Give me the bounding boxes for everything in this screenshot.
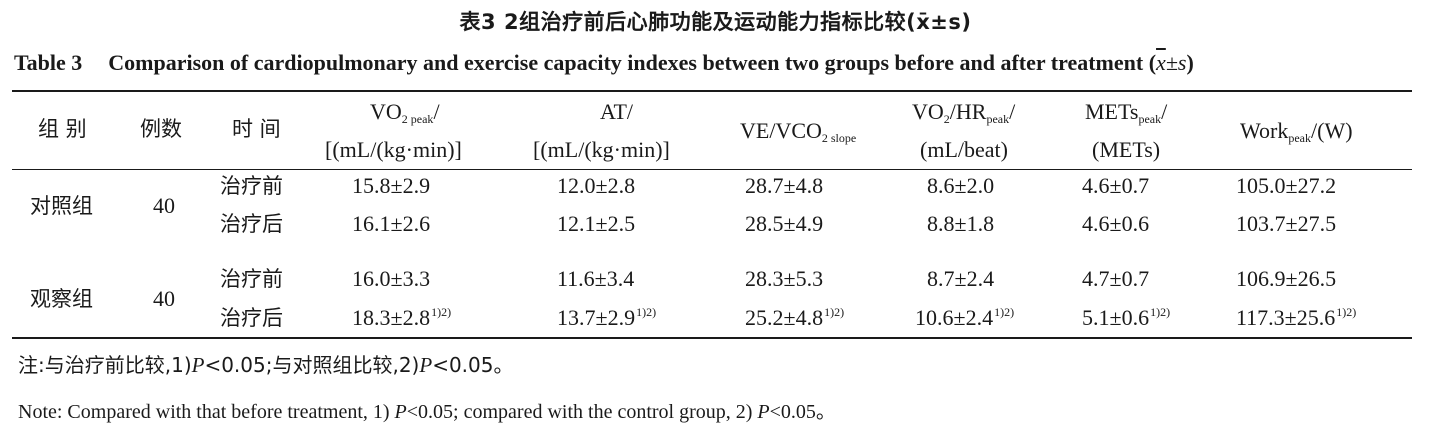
note-cn-p1: P	[191, 353, 205, 377]
header-group: 组 别	[38, 117, 87, 141]
note-cn-part-a: 注:与治疗前比较,1)	[18, 353, 192, 377]
mean-symbol: x	[1156, 50, 1166, 75]
note-en-p1: P	[394, 401, 407, 423]
note-en-p2: P	[757, 401, 770, 423]
header-at-unit: [(mL/(kg·min)]	[533, 137, 670, 162]
header-vo2hr-d: peak	[986, 112, 1010, 126]
table-title-cn-stat: (x̄±s)	[906, 10, 972, 34]
header-vo2peak: VO2 peak/	[370, 99, 440, 127]
header-vo2hr-unit: (mL/beat)	[920, 137, 1008, 162]
cell-vo2peak: 16.0±3.3	[352, 266, 431, 291]
cell-vo2peak: 18.3±2.81)2)	[352, 305, 452, 333]
note-cn-part-b: <0.05;与对照组比较,2)	[204, 353, 420, 377]
note-cn-part-c: <0.05。	[432, 353, 514, 377]
cell-mets-value: 5.1±0.6	[1082, 305, 1150, 330]
cell-time: 治疗前	[220, 174, 283, 198]
header-count: 例数	[140, 117, 182, 141]
cell-vo2peak-value: 18.3±2.8	[352, 305, 431, 330]
table-note-cn: 注:与治疗前比较,1)P<0.05;与对照组比较,2)P<0.05。	[18, 349, 514, 378]
table-header-rule	[12, 169, 1412, 170]
header-vo2hr-e: /	[1009, 99, 1016, 124]
significance-mark: 1)2)	[636, 305, 657, 319]
header-vo2hr-c: /HR	[949, 99, 987, 124]
header-vo2hr-b: 2	[943, 112, 950, 126]
note-en-part-c: <0.05。	[769, 401, 836, 423]
header-ve-sub: 2 slope	[821, 131, 857, 145]
cell-ve: 25.2±4.81)2)	[745, 305, 845, 333]
table-top-rule	[12, 90, 1412, 92]
significance-mark: 1)2)	[1336, 305, 1357, 319]
cell-vo2peak: 15.8±2.9	[352, 173, 431, 198]
significance-mark: 1)2)	[1150, 305, 1171, 319]
cell-vo2hr: 10.6±2.41)2)	[915, 305, 1015, 333]
table-title-en: Table 3 Comparison of cardiopulmonary and…	[14, 50, 1194, 75]
cell-at: 13.7±2.91)2)	[557, 305, 657, 333]
cell-time: 治疗前	[220, 267, 283, 291]
significance-mark: 1)2)	[431, 305, 452, 319]
cell-at: 12.0±2.8	[557, 173, 636, 198]
cell-ve-value: 25.2±4.8	[745, 305, 824, 330]
significance-mark: 1)2)	[994, 305, 1015, 319]
table-title-cn: 表3 2组治疗前后心肺功能及运动能力指标比较(x̄±s)	[0, 6, 1431, 36]
cell-vo2peak: 16.1±2.6	[352, 211, 431, 236]
header-vo2peak-sub: 2 peak	[401, 112, 434, 126]
note-en-part-b: <0.05; compared with the control group, …	[406, 401, 753, 423]
cell-ve: 28.7±4.8	[745, 173, 824, 198]
cell-count: 40	[153, 193, 175, 218]
cell-time: 治疗后	[220, 212, 283, 236]
cell-time: 治疗后	[220, 306, 283, 330]
header-ve-main: VE/VCO	[740, 118, 822, 143]
sd-symbol: ±s	[1165, 50, 1187, 75]
cell-work: 103.7±27.5	[1236, 211, 1337, 236]
cell-group: 观察组	[30, 287, 93, 311]
header-work: Workpeak/(W)	[1240, 119, 1353, 150]
cell-mets: 4.6±0.6	[1082, 211, 1150, 236]
cell-ve: 28.3±5.3	[745, 266, 824, 291]
cell-at: 12.1±2.5	[557, 211, 636, 236]
cell-at: 11.6±3.4	[557, 266, 635, 291]
header-ve-vco2: VE/VCO2 slope	[740, 119, 856, 150]
cell-mets: 5.1±0.61)2)	[1082, 305, 1171, 333]
table-bottom-rule	[12, 337, 1412, 339]
header-work-main: Work	[1240, 118, 1289, 143]
header-work-unit: /(W)	[1311, 118, 1353, 143]
header-mets-slash: /	[1161, 99, 1168, 124]
header-mets-sub: peak	[1138, 112, 1162, 126]
cell-work: 117.3±25.61)2)	[1236, 305, 1357, 333]
note-en-part-a: Note: Compared with that before treatmen…	[18, 401, 390, 423]
cell-vo2hr: 8.8±1.8	[927, 211, 995, 236]
table-title-en-text: Comparison of cardiopulmonary and exerci…	[108, 50, 1144, 75]
significance-mark: 1)2)	[824, 305, 845, 319]
cell-ve: 28.5±4.9	[745, 211, 824, 236]
table-note-en: Note: Compared with that before treatmen…	[18, 395, 836, 424]
cell-vo2hr-value: 10.6±2.4	[915, 305, 994, 330]
cell-work: 106.9±26.5	[1236, 266, 1337, 291]
header-time: 时 间	[232, 117, 281, 141]
header-mets-main: METs	[1085, 99, 1139, 124]
header-vo2hr-a: VO	[912, 99, 944, 124]
cell-work: 105.0±27.2	[1236, 173, 1337, 198]
table-title-cn-text: 表3 2组治疗前后心肺功能及运动能力指标比较	[459, 10, 907, 34]
header-vo2peak-main: VO	[370, 99, 402, 124]
cell-vo2hr: 8.7±2.4	[927, 266, 995, 291]
cell-mets: 4.7±0.7	[1082, 266, 1150, 291]
note-cn-p2: P	[419, 353, 433, 377]
cell-work-value: 117.3±25.6	[1236, 305, 1336, 330]
header-mets-unit: (METs)	[1092, 137, 1161, 162]
header-at: AT/	[600, 99, 633, 124]
header-work-sub: peak	[1288, 131, 1311, 145]
cell-mets: 4.6±0.7	[1082, 173, 1150, 198]
header-mets: METspeak/	[1085, 100, 1167, 131]
header-vo2hr: VO2/HRpeak/	[912, 100, 1015, 131]
cell-vo2hr: 8.6±2.0	[927, 173, 995, 198]
cell-at-value: 13.7±2.9	[557, 305, 636, 330]
cell-count: 40	[153, 286, 175, 311]
header-vo2peak-unit: [(mL/(kg·min)]	[325, 137, 462, 162]
cell-group: 对照组	[30, 194, 93, 218]
table-label: Table 3	[14, 50, 83, 75]
